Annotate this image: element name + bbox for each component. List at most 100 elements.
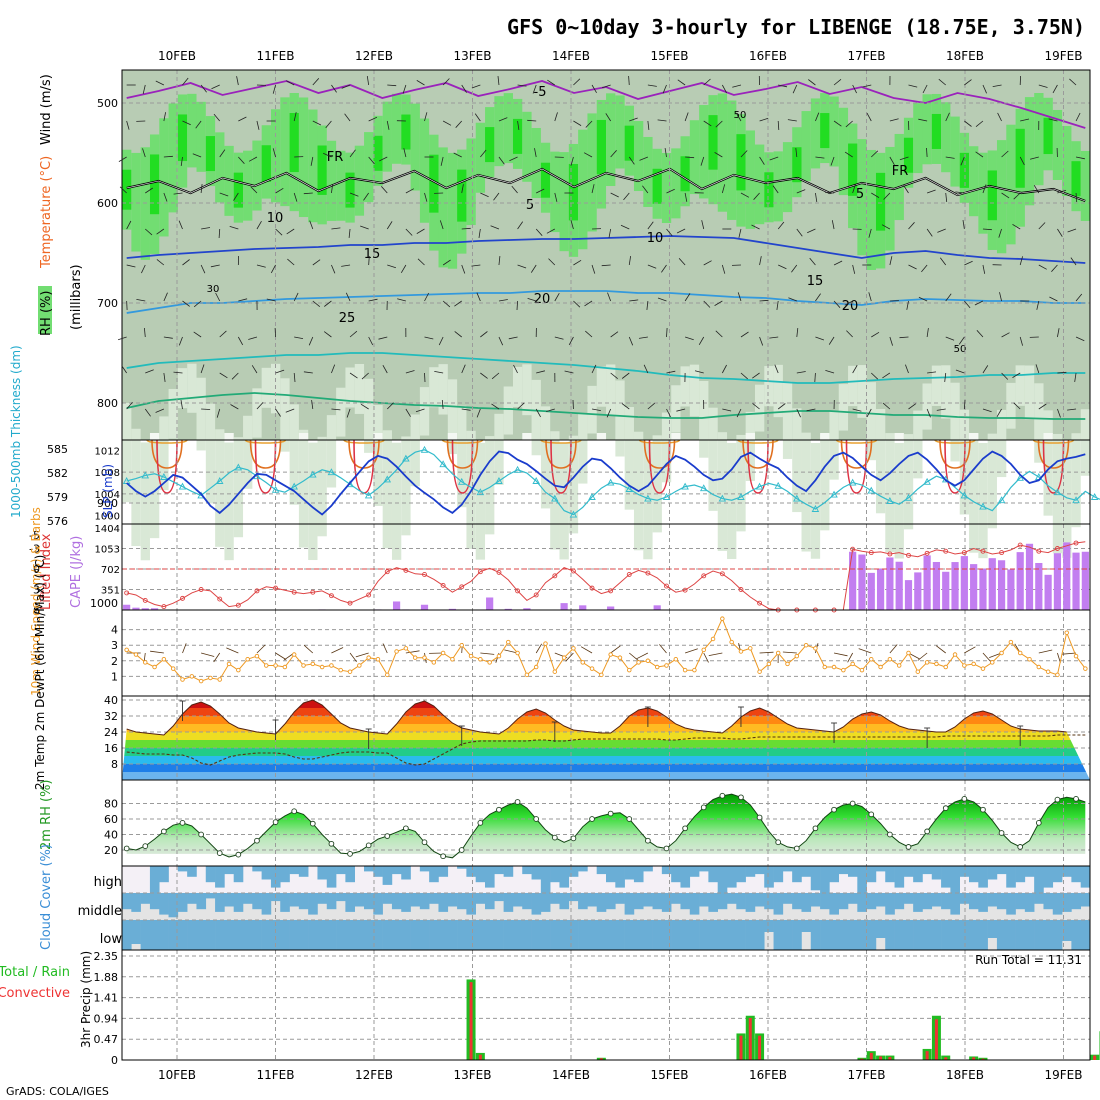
li-point — [961, 550, 967, 556]
wind-barb — [703, 260, 712, 266]
cloud-cell — [503, 893, 514, 912]
wind-barb — [628, 75, 630, 86]
precip-tick: 2.35 — [94, 950, 119, 963]
cloud-cell — [317, 893, 328, 904]
boundary-layer-isotherm — [742, 439, 774, 469]
rh-saturated-band — [568, 163, 579, 221]
thickness-point — [383, 475, 392, 483]
wind-barb — [182, 120, 191, 126]
li-point — [273, 585, 279, 591]
wind-barb — [192, 153, 202, 158]
wind-barb — [442, 78, 450, 86]
cloud-cell — [922, 893, 933, 910]
surface-wind-barb — [480, 652, 495, 655]
surface-wind-barb — [565, 652, 574, 662]
rh-saturated-band — [122, 169, 132, 210]
wind-barb — [498, 117, 508, 122]
wind-barb — [215, 292, 221, 302]
surface-wind-barb — [684, 648, 698, 654]
li-point — [738, 587, 744, 592]
wind-barb — [999, 292, 1002, 302]
wind-speed-point — [943, 664, 948, 670]
wind-barb — [178, 336, 183, 346]
wind-barb — [142, 148, 146, 158]
wind-barb — [844, 151, 853, 158]
wind-barb — [471, 84, 481, 89]
wind-barb — [939, 257, 947, 266]
rh-dry-column — [233, 437, 244, 538]
rh2m-axis-label: 2m RH (%) — [39, 779, 54, 850]
wind-barb — [517, 402, 525, 410]
cloud-cell — [494, 866, 504, 875]
cloud-cell — [643, 866, 653, 872]
wind-barb — [715, 120, 723, 128]
wind-barb — [117, 336, 127, 341]
cloud-cell — [959, 893, 970, 904]
cloud-cell — [941, 920, 951, 950]
li-point — [180, 595, 185, 601]
rh-dry-column — [457, 405, 467, 508]
cloud-cell — [261, 893, 272, 915]
wind-barb — [868, 292, 872, 302]
cape-bar — [876, 568, 885, 610]
cloud-cell — [1052, 920, 1063, 950]
wind-barb — [601, 264, 611, 267]
surface-wind-barb — [1038, 649, 1053, 654]
cloud-cell — [122, 893, 132, 910]
wind-barb — [275, 369, 285, 374]
li-point — [608, 588, 614, 594]
rh-dry-column — [764, 366, 774, 407]
wind-barb — [926, 408, 931, 418]
surface-wind-barb — [349, 652, 357, 663]
wind-barb — [231, 372, 239, 380]
wind-barb — [182, 259, 190, 266]
rh-dry-column — [587, 385, 597, 434]
rh-plume — [522, 433, 532, 440]
li-point — [198, 587, 204, 592]
temp-tick: 16 — [104, 742, 118, 755]
li-point — [906, 552, 911, 558]
rh-dry-column — [624, 407, 634, 510]
wind-barb — [629, 299, 639, 302]
wind-barb — [1012, 224, 1021, 230]
boundary-layer-isotherm — [747, 439, 769, 494]
wind-barb — [508, 336, 518, 340]
wind-barb — [908, 264, 917, 270]
li-point — [701, 573, 707, 579]
rh-moist-band — [996, 140, 1007, 254]
rh-moist-band — [391, 93, 402, 164]
cape-bar — [560, 603, 568, 610]
wind-barb — [833, 300, 841, 308]
top-date-tick: 10FEB — [158, 49, 196, 63]
rh2m-point — [235, 851, 242, 858]
rh-moist-band — [168, 103, 178, 213]
thickness-point — [793, 494, 801, 502]
wind-speed-point — [301, 663, 306, 668]
cloud-cell — [447, 893, 458, 907]
chart-title: GFS 0~10day 3-hourly for LIBENGE (18.75E… — [507, 15, 1085, 39]
cloud-cell — [252, 893, 262, 910]
wind-barb — [312, 259, 321, 266]
rh-dry-column — [131, 428, 141, 547]
wind-barb — [889, 118, 899, 122]
thickness-point — [457, 477, 466, 485]
wind-barb — [416, 228, 425, 234]
panel-frame — [121, 949, 1091, 1061]
cloud-cell — [689, 866, 700, 877]
wind-barb — [871, 331, 880, 338]
wind-barb — [796, 371, 806, 374]
wind-speed-point — [245, 656, 250, 662]
temp-band — [122, 732, 1090, 740]
rh-dry-column — [550, 431, 560, 550]
wind-speed-point — [468, 653, 474, 659]
wind-barb — [795, 148, 798, 158]
wind-speed-point — [506, 639, 511, 645]
cloud-cell — [1024, 893, 1035, 912]
wind-barb — [386, 221, 393, 230]
wind-barb — [828, 336, 835, 345]
cloud-cell — [140, 920, 151, 950]
rh-moist-band — [354, 145, 365, 216]
wind-speed-point — [310, 661, 316, 667]
cloud-cell — [494, 893, 504, 902]
